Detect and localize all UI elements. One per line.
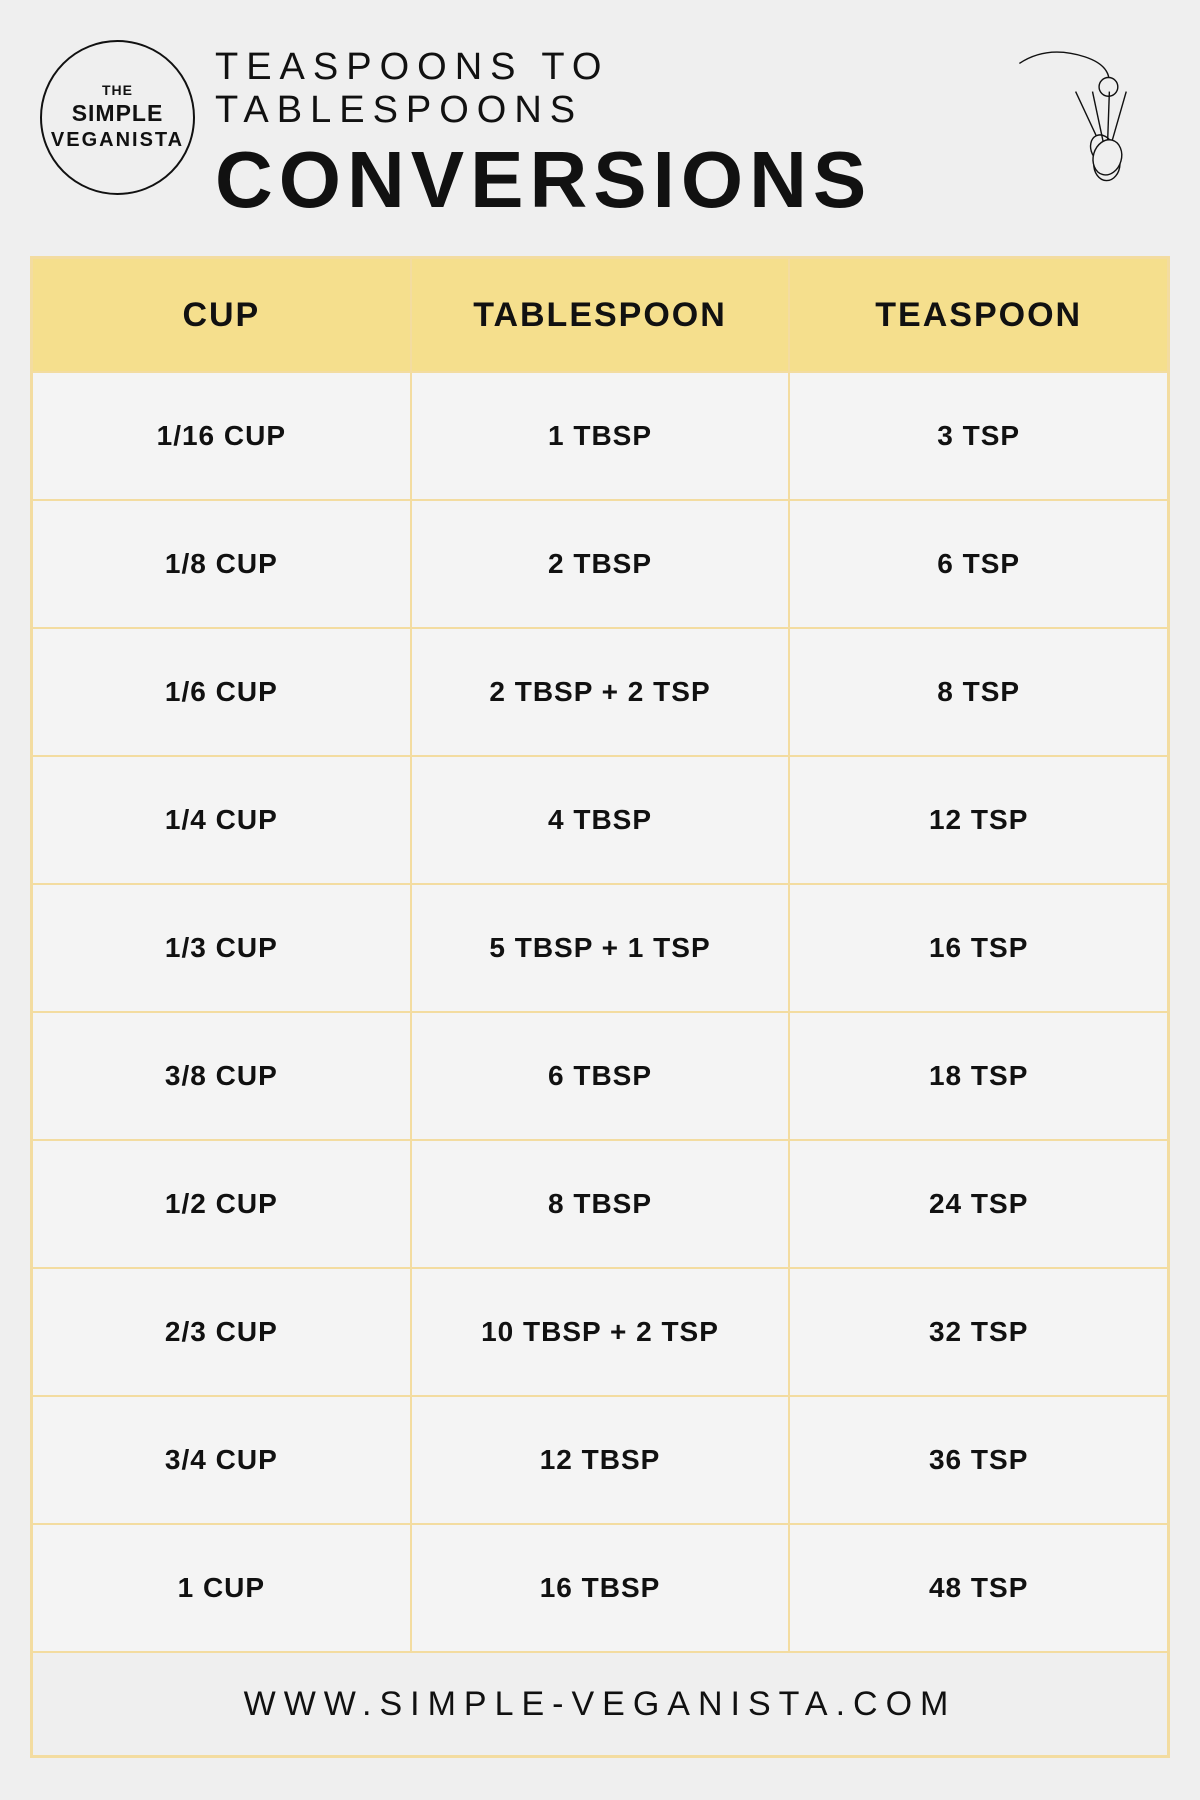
- cell-cup: 1/4 CUP: [32, 756, 411, 884]
- logo-line-2: SIMPLE: [72, 99, 164, 128]
- page-subtitle: TEASPOONS TO TABLESPOONS: [215, 46, 990, 132]
- table-row: 1/3 CUP 5 TBSP + 1 TSP 16 TSP: [32, 884, 1168, 1012]
- cell-tsp: 3 TSP: [789, 372, 1168, 500]
- cell-cup: 3/4 CUP: [32, 1396, 411, 1524]
- table-row: 1/8 CUP 2 TBSP 6 TSP: [32, 500, 1168, 628]
- column-header-tablespoon: TABLESPOON: [411, 258, 790, 372]
- cell-tsp: 48 TSP: [789, 1524, 1168, 1652]
- conversion-table: CUP TABLESPOON TEASPOON 1/16 CUP 1 TBSP …: [30, 256, 1170, 1758]
- cell-tbsp: 2 TBSP + 2 TSP: [411, 628, 790, 756]
- table-row: 3/8 CUP 6 TBSP 18 TSP: [32, 1012, 1168, 1140]
- cell-cup: 1/16 CUP: [32, 372, 411, 500]
- page-title: CONVERSIONS: [215, 134, 990, 226]
- cell-tsp: 6 TSP: [789, 500, 1168, 628]
- measuring-spoons-icon: [1010, 40, 1160, 190]
- header: THE SIMPLE VEGANISTA TEASPOONS TO TABLES…: [30, 40, 1170, 256]
- logo-line-1: THE: [102, 82, 133, 100]
- table-header-row: CUP TABLESPOON TEASPOON: [32, 258, 1168, 372]
- table-row: 3/4 CUP 12 TBSP 36 TSP: [32, 1396, 1168, 1524]
- table-footer-row: WWW.SIMPLE-VEGANISTA.COM: [32, 1652, 1168, 1756]
- cell-tbsp: 10 TBSP + 2 TSP: [411, 1268, 790, 1396]
- cell-tbsp: 1 TBSP: [411, 372, 790, 500]
- cell-tsp: 12 TSP: [789, 756, 1168, 884]
- table-row: 1/6 CUP 2 TBSP + 2 TSP 8 TSP: [32, 628, 1168, 756]
- cell-tsp: 16 TSP: [789, 884, 1168, 1012]
- cell-cup: 3/8 CUP: [32, 1012, 411, 1140]
- table-row: 1/2 CUP 8 TBSP 24 TSP: [32, 1140, 1168, 1268]
- page: THE SIMPLE VEGANISTA TEASPOONS TO TABLES…: [0, 0, 1200, 1800]
- cell-tbsp: 5 TBSP + 1 TSP: [411, 884, 790, 1012]
- cell-tsp: 36 TSP: [789, 1396, 1168, 1524]
- cell-tbsp: 12 TBSP: [411, 1396, 790, 1524]
- table-row: 1/16 CUP 1 TBSP 3 TSP: [32, 372, 1168, 500]
- cell-tsp: 18 TSP: [789, 1012, 1168, 1140]
- cell-cup: 1/2 CUP: [32, 1140, 411, 1268]
- table-row: 1 CUP 16 TBSP 48 TSP: [32, 1524, 1168, 1652]
- cell-tbsp: 16 TBSP: [411, 1524, 790, 1652]
- cell-cup: 1/3 CUP: [32, 884, 411, 1012]
- logo-line-3: VEGANISTA: [51, 128, 184, 153]
- cell-tbsp: 8 TBSP: [411, 1140, 790, 1268]
- footer-url: WWW.SIMPLE-VEGANISTA.COM: [32, 1652, 1168, 1756]
- table-row: 1/4 CUP 4 TBSP 12 TSP: [32, 756, 1168, 884]
- cell-tsp: 8 TSP: [789, 628, 1168, 756]
- cell-tsp: 32 TSP: [789, 1268, 1168, 1396]
- cell-cup: 1/6 CUP: [32, 628, 411, 756]
- column-header-cup: CUP: [32, 258, 411, 372]
- cell-tbsp: 2 TBSP: [411, 500, 790, 628]
- title-block: TEASPOONS TO TABLESPOONS CONVERSIONS: [215, 40, 990, 226]
- brand-logo: THE SIMPLE VEGANISTA: [40, 40, 195, 195]
- cell-tbsp: 6 TBSP: [411, 1012, 790, 1140]
- cell-cup: 2/3 CUP: [32, 1268, 411, 1396]
- cell-cup: 1/8 CUP: [32, 500, 411, 628]
- table-row: 2/3 CUP 10 TBSP + 2 TSP 32 TSP: [32, 1268, 1168, 1396]
- cell-tbsp: 4 TBSP: [411, 756, 790, 884]
- cell-cup: 1 CUP: [32, 1524, 411, 1652]
- column-header-teaspoon: TEASPOON: [789, 258, 1168, 372]
- cell-tsp: 24 TSP: [789, 1140, 1168, 1268]
